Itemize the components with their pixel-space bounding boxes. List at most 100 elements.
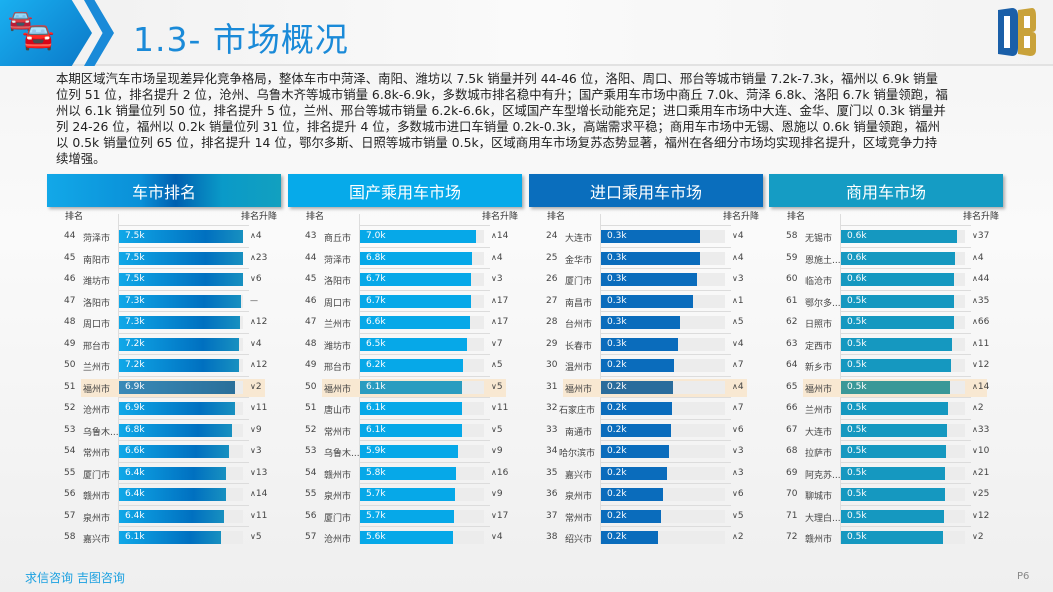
table-row: 58 无锡市 0.6k ∨37	[769, 225, 1003, 249]
down-arrow-icon: ∨	[491, 532, 497, 541]
table-row: 68 拉萨市 0.5k ∨10	[769, 440, 1003, 464]
city-name: 洛阳市	[83, 298, 111, 309]
sales-value: 0.2k	[607, 446, 627, 456]
sales-bar: 0.6k	[841, 251, 955, 265]
summary-line: 州以 6.1k 销量位列 50 位，排名提升 5 位，兰州、邢台等城市销量 6.…	[56, 103, 946, 119]
bar-track: 0.5k	[841, 488, 965, 501]
bar-track: 7.2k	[119, 359, 243, 372]
rank: 26	[546, 274, 558, 284]
rank-change: ∨5	[732, 511, 744, 521]
rank-change-value: 66	[977, 317, 990, 327]
sales-bar: 0.5k	[841, 337, 953, 351]
sales-bar: 7.3k	[119, 294, 242, 308]
city-name: 福州市	[324, 384, 352, 395]
table-row: 56 厦门市 5.7k ∨17	[288, 504, 522, 529]
row-divider	[360, 332, 490, 334]
rank-change-value: 17	[496, 510, 509, 521]
rank-change: ∨6	[250, 274, 262, 284]
row-divider	[360, 289, 490, 291]
row-divider	[119, 483, 249, 484]
bar-track: 0.2k	[601, 423, 725, 437]
sales-bar: 6.1k	[360, 402, 462, 415]
bar-track: 0.5k	[841, 337, 965, 351]
sales-bar: 7.5k	[119, 251, 243, 265]
rank: 35	[546, 467, 558, 478]
down-arrow-icon: ∨	[732, 510, 738, 520]
panel-header: 车市排名	[47, 174, 281, 207]
sales-bar: 6.7k	[360, 294, 471, 308]
sales-value: 0.5k	[847, 446, 867, 456]
rank: 45	[305, 274, 317, 284]
sales-value: 0.6k	[847, 231, 867, 241]
bar-track: 0.6k	[841, 273, 965, 286]
rank-change: ∨11	[250, 403, 267, 413]
rank: 24	[546, 231, 558, 241]
sales-bar: 7.2k	[119, 359, 240, 372]
sales-value: 5.8k	[366, 467, 386, 478]
down-arrow-icon: ∨	[250, 338, 256, 348]
row-divider	[119, 440, 249, 441]
sales-bar: 6.9k	[119, 402, 235, 415]
sales-bar: 5.7k	[360, 488, 455, 501]
bar-track: 0.3k	[601, 273, 725, 286]
row-divider	[119, 504, 249, 506]
rank: 64	[786, 360, 798, 370]
city-name: 无锡市	[805, 234, 833, 244]
col-change-header: 排名升降	[962, 212, 999, 222]
bar-track: 6.9k	[119, 380, 243, 394]
table-row: 29 长春市 0.3k ∨4	[529, 332, 763, 357]
table-row: 25 金华市 0.3k ∧4	[529, 246, 763, 271]
rank-change: ∧2	[732, 532, 744, 542]
city-name: 恩施土...	[805, 255, 841, 266]
table-row: 70 聊城市 0.5k ∨25	[769, 483, 1003, 507]
rank: 68	[786, 446, 798, 456]
bar-track: 6.9k	[119, 402, 243, 415]
sales-value: 6.5k	[366, 338, 386, 349]
row-divider	[119, 332, 249, 334]
sales-bar: 0.5k	[841, 488, 945, 501]
rank-change-value: 4	[737, 231, 744, 241]
sales-bar: 0.3k	[601, 316, 681, 329]
city-name: 潍坊市	[83, 277, 111, 287]
up-arrow-icon: ∧	[732, 317, 738, 326]
row-divider	[601, 354, 731, 355]
bar-track: 7.3k	[119, 316, 243, 329]
city-name: 商丘市	[324, 234, 352, 244]
rank-change-value: 11	[496, 403, 509, 413]
col-rank-header: 排名	[306, 212, 325, 222]
sales-bar: 0.2k	[601, 359, 674, 372]
rank-change: ∨17	[491, 511, 508, 521]
row-divider	[601, 461, 731, 463]
sales-value: 6.8k	[125, 424, 145, 435]
up-arrow-icon: ∧	[972, 381, 978, 391]
table-row: 46 周口市 6.7k ∧17	[288, 289, 522, 314]
sales-value: 6.9k	[125, 403, 145, 413]
ranking-panel: 进口乘用车市场 排名 排名升降 24 大连市 0.3k ∨4 25 金华市 0.3…	[529, 174, 763, 549]
sales-value: 6.1k	[366, 381, 386, 392]
sales-value: 7.0k	[366, 231, 386, 241]
rank: 65	[786, 381, 798, 392]
rank-change-value: 17	[496, 317, 509, 327]
city-name: 乌鲁木...	[324, 449, 360, 459]
table-row: 26 厦门市 0.3k ∨3	[529, 268, 763, 292]
rank-change-value: 5	[255, 532, 262, 542]
col-rank-header: 排名	[787, 212, 806, 222]
sales-bar: 6.5k	[360, 337, 468, 351]
bar-track: 7.5k	[119, 273, 243, 286]
row-divider	[601, 504, 731, 506]
down-arrow-icon: ∨	[250, 532, 256, 541]
rank-change: ∨9	[491, 446, 503, 456]
table-row: 69 阿克苏... 0.5k ∧21	[769, 461, 1003, 486]
bar-track: 5.9k	[360, 445, 484, 458]
table-row: 24 大连市 0.3k ∨4	[529, 225, 763, 249]
sales-value: 0.3k	[607, 252, 627, 263]
city-name: 大连市	[565, 234, 593, 244]
row-divider	[360, 526, 490, 527]
bar-track: 0.5k	[841, 380, 965, 394]
sales-value: 0.5k	[847, 381, 867, 392]
rank-change: ∧4	[972, 253, 984, 263]
row-divider	[360, 246, 490, 248]
sales-bar: 7.3k	[119, 316, 241, 329]
city-name: 常州市	[565, 513, 593, 524]
sales-value: 0.5k	[847, 403, 867, 413]
